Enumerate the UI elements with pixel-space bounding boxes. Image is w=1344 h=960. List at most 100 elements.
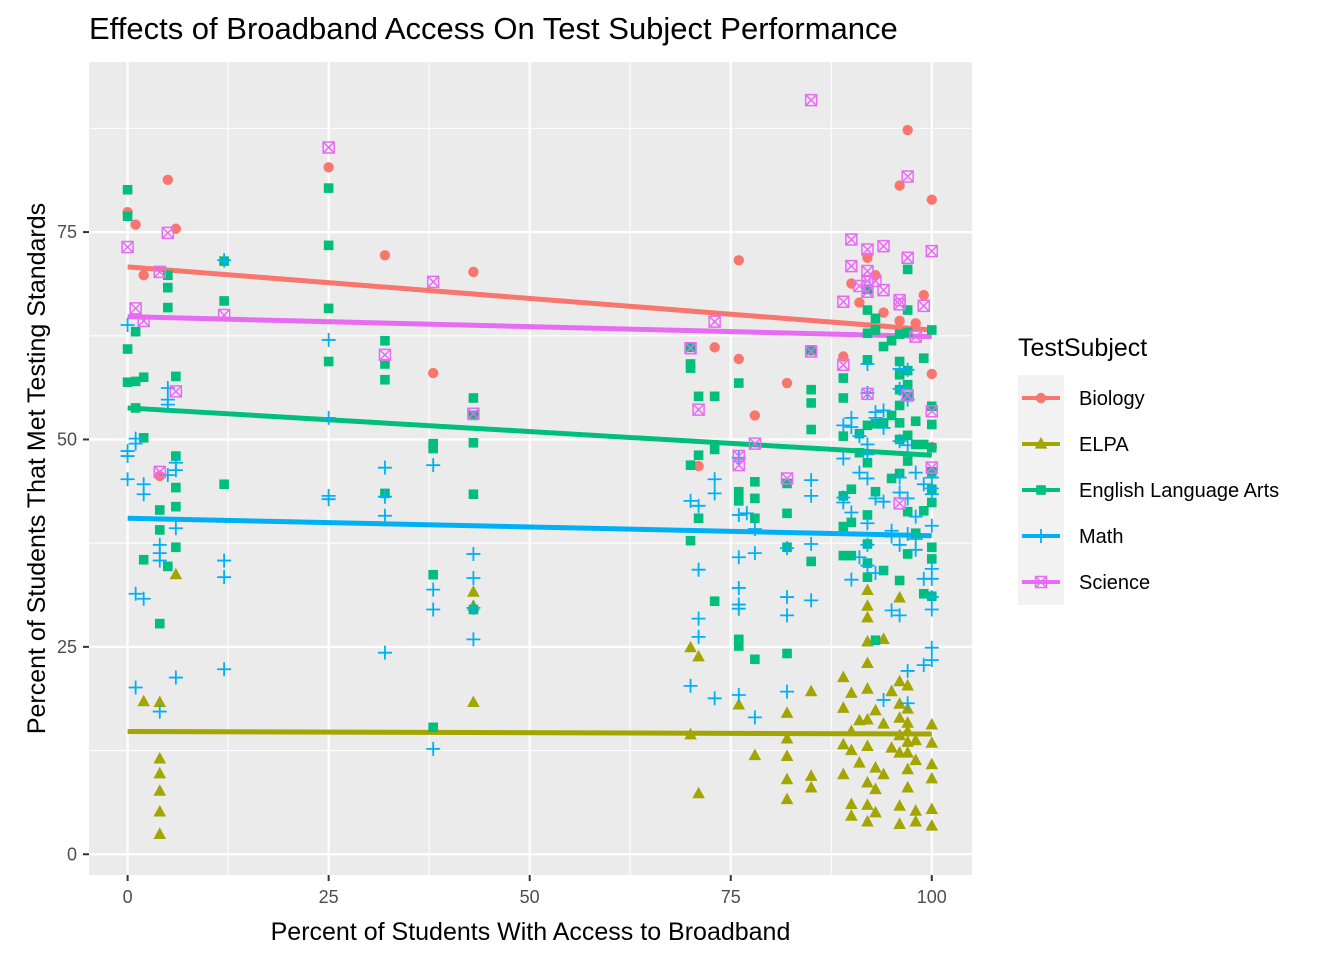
data-point-math (426, 582, 441, 597)
data-point-science (780, 472, 794, 485)
data-point-math (860, 558, 875, 573)
data-point-science (861, 243, 874, 256)
data-point-english-language-arts (806, 556, 816, 567)
data-point-science (845, 259, 858, 273)
legend-label-elpa: ELPA (1079, 434, 1129, 456)
data-point-english-language-arts (782, 648, 792, 659)
data-point-math (707, 691, 722, 706)
data-point-math (804, 488, 819, 503)
data-point-english-language-arts (806, 345, 816, 355)
data-point-english-language-arts (806, 398, 816, 408)
x-axis-title: Percent of Students With Access to Broad… (271, 918, 791, 946)
data-point-elpa (861, 682, 874, 694)
data-point-math (876, 692, 891, 707)
data-point-elpa (869, 782, 882, 795)
legend-label-biology: Biology (1079, 388, 1145, 410)
data-point-elpa (845, 686, 858, 698)
data-point-english-language-arts (685, 363, 696, 373)
data-point-math (466, 632, 481, 647)
data-point-english-language-arts (838, 521, 849, 532)
data-point-science (925, 244, 939, 258)
data-point-biology (709, 342, 720, 353)
data-point-english-language-arts (926, 497, 937, 508)
data-point-english-language-arts (806, 384, 816, 395)
data-point-english-language-arts (902, 430, 913, 441)
data-point-english-language-arts (219, 296, 229, 306)
data-point-science (467, 407, 480, 420)
data-point-science (217, 308, 231, 322)
legend-label-math: Math (1079, 526, 1123, 548)
data-point-elpa (169, 567, 183, 580)
data-point-math (900, 696, 915, 711)
data-point-math (217, 553, 232, 568)
data-point-math (924, 518, 939, 533)
data-point-elpa (861, 814, 874, 827)
data-point-math (731, 450, 746, 465)
data-point-english-language-arts (886, 410, 897, 421)
data-point-elpa (901, 762, 914, 775)
data-point-english-language-arts (878, 341, 889, 352)
y-axis-title: Percent of Students That Met Testing Sta… (23, 203, 51, 734)
data-point-science (804, 345, 818, 358)
data-point-math (120, 472, 135, 487)
data-point-math (321, 410, 336, 425)
data-point-elpa (893, 746, 906, 758)
data-point-english-language-arts (428, 569, 438, 580)
data-point-math (892, 381, 907, 396)
y-tick-label: 75 (57, 222, 77, 242)
data-point-english-language-arts (323, 240, 334, 251)
data-point-math (152, 553, 167, 568)
data-point-english-language-arts (428, 443, 438, 454)
data-point-english-language-arts (171, 371, 181, 382)
data-point-english-language-arts (806, 424, 816, 435)
data-point-english-language-arts (862, 284, 873, 295)
data-point-elpa (748, 748, 762, 761)
data-point-elpa (893, 590, 906, 603)
data-point-english-language-arts (138, 372, 149, 383)
data-point-science (426, 275, 440, 289)
data-point-english-language-arts (926, 325, 937, 335)
data-point-math (731, 601, 746, 616)
data-point-science (161, 226, 175, 240)
data-point-math (780, 608, 795, 623)
data-point-math (731, 550, 746, 565)
data-point-math (426, 458, 441, 473)
series-science (121, 93, 939, 510)
x-tick-label: 0 (123, 887, 133, 907)
data-point-math (128, 680, 143, 695)
data-point-math (707, 486, 722, 501)
data-point-elpa (837, 701, 850, 713)
data-point-math (868, 566, 883, 581)
data-point-english-language-arts (219, 479, 229, 490)
data-point-english-language-arts (926, 542, 937, 553)
data-point-english-language-arts (733, 641, 744, 651)
data-point-english-language-arts (862, 457, 873, 468)
data-point-elpa (845, 797, 858, 810)
data-point-english-language-arts (122, 211, 133, 222)
data-point-english-language-arts (733, 634, 744, 645)
data-point-math (780, 590, 795, 605)
data-point-science (153, 465, 167, 479)
data-point-english-language-arts (910, 416, 921, 427)
data-point-elpa (861, 775, 874, 788)
data-point-biology (902, 124, 913, 136)
data-point-english-language-arts (154, 525, 165, 535)
data-point-math (136, 591, 151, 606)
data-point-english-language-arts (782, 508, 792, 519)
data-point-english-language-arts (130, 376, 141, 387)
data-point-english-language-arts (733, 486, 744, 497)
data-point-english-language-arts (870, 325, 881, 335)
data-point-elpa (853, 756, 866, 768)
data-point-math (747, 522, 762, 537)
data-point-math (168, 521, 183, 536)
data-point-math (217, 570, 232, 585)
data-point-english-language-arts (902, 264, 913, 275)
data-point-math (780, 541, 795, 556)
data-point-math (924, 653, 939, 668)
legend-item-elpa: ELPA (1022, 434, 1129, 456)
data-point-english-language-arts (750, 476, 760, 487)
data-point-math (860, 537, 875, 552)
data-point-english-language-arts (685, 535, 696, 546)
data-point-biology (781, 377, 793, 389)
data-point-science (684, 341, 697, 355)
